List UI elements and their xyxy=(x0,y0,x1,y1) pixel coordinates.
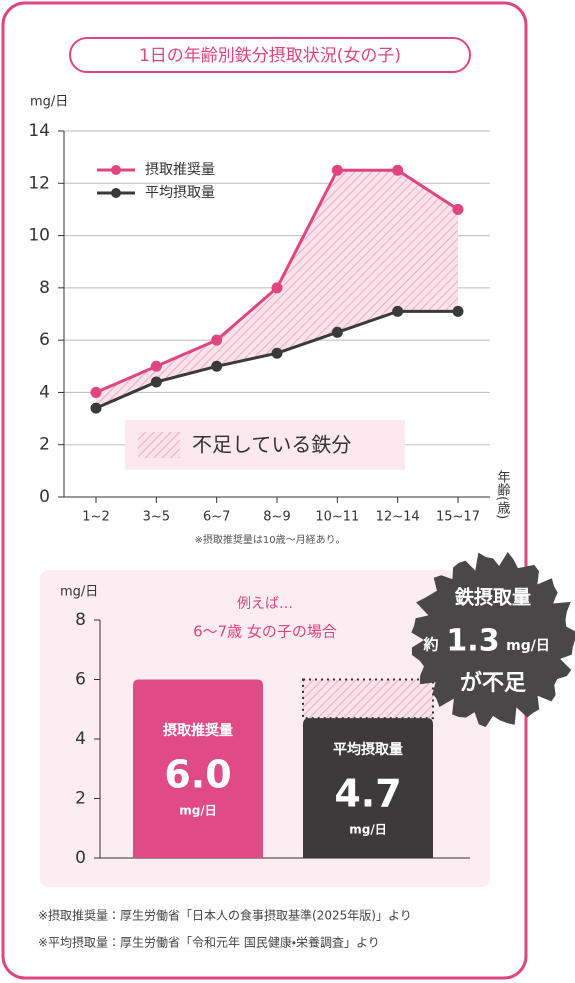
note: ※摂取推奨量は10歳～月経あり。 xyxy=(195,533,346,546)
value-unit: mg/日 xyxy=(179,803,216,817)
chart-title: 1日の年齢別鉄分摂取状況(女の子) xyxy=(139,46,401,66)
y-tick-label: 12 xyxy=(28,173,50,193)
data-point xyxy=(331,326,343,338)
value-label: 6.0 xyxy=(164,752,231,796)
x-tick-label: 10~11 xyxy=(315,510,359,525)
badge-text: 鉄摂取量 xyxy=(454,586,531,609)
footnote: ※摂取推奨量：厚生労働省「日本人の食事摂取基準(2025年版)」より xyxy=(38,908,412,923)
data-point xyxy=(150,360,162,372)
annotation-swatch xyxy=(138,432,180,458)
y-tick-label: 2 xyxy=(75,789,86,809)
value-unit: mg/日 xyxy=(349,823,386,837)
data-point xyxy=(211,334,223,346)
y-tick-label: 6 xyxy=(75,670,86,690)
legend-label: 平均摂取量 xyxy=(145,185,215,201)
y-axis-label: mg/日 xyxy=(30,95,68,110)
data-point xyxy=(211,360,223,372)
data-point xyxy=(150,376,162,388)
shortfall-area xyxy=(302,678,434,720)
badge-unit: mg/日 xyxy=(506,638,550,654)
bar xyxy=(133,679,263,858)
data-point xyxy=(331,164,343,176)
badge-text: 約 xyxy=(422,636,438,654)
data-point xyxy=(452,203,464,215)
y-tick-label: 0 xyxy=(75,848,86,868)
data-point xyxy=(392,305,404,317)
footnote: ※平均摂取量：厚生労働省「令和元年 国民健康・栄養調査」より xyxy=(38,935,380,950)
annotation: 不足している鉄分 xyxy=(192,433,351,457)
subtitle: 例えば… xyxy=(237,596,293,612)
bar xyxy=(303,718,433,858)
y-tick-label: 10 xyxy=(28,226,50,246)
x-tick-label: 15~17 xyxy=(436,510,480,525)
x-tick-label: 6~7 xyxy=(203,510,230,525)
x-tick-label: 12~14 xyxy=(376,510,420,525)
data-point xyxy=(271,347,283,359)
value-label: 4.7 xyxy=(334,772,401,816)
x-tick-label: 1~2 xyxy=(82,510,109,525)
title-pill xyxy=(69,37,471,73)
legend-marker xyxy=(111,188,121,198)
y-tick-label: 2 xyxy=(39,435,50,455)
y-tick-label: 4 xyxy=(75,729,86,749)
badge-text: が不足 xyxy=(460,670,526,696)
x-tick-label: 3~5 xyxy=(143,510,170,525)
y-tick-label: 4 xyxy=(39,382,50,402)
data-point xyxy=(392,164,404,176)
subtitle: 6～7歳 女の子の場合 xyxy=(193,623,337,641)
data-point xyxy=(271,282,283,294)
x-tick-label: 8~9 xyxy=(263,510,290,525)
badge xyxy=(411,551,575,727)
data-point xyxy=(90,402,102,414)
y-tick-label: 8 xyxy=(75,610,86,630)
data-point xyxy=(452,305,464,317)
y-tick-label: 0 xyxy=(39,487,50,507)
y-tick-label: 6 xyxy=(39,330,50,350)
y-tick-label: 8 xyxy=(39,278,50,298)
bar-label: 平均摂取量 xyxy=(333,741,403,758)
badge-amount: 1.3 xyxy=(446,624,499,659)
y-tick-label: 14 xyxy=(28,121,50,141)
data-point xyxy=(90,386,102,398)
bar-label: 摂取推奨量 xyxy=(163,722,233,739)
legend-marker xyxy=(111,165,121,175)
x-axis-label: 年齢(歳) xyxy=(495,470,511,519)
y-axis-label: mg/日 xyxy=(60,585,98,600)
legend-label: 摂取推奨量 xyxy=(145,162,215,178)
